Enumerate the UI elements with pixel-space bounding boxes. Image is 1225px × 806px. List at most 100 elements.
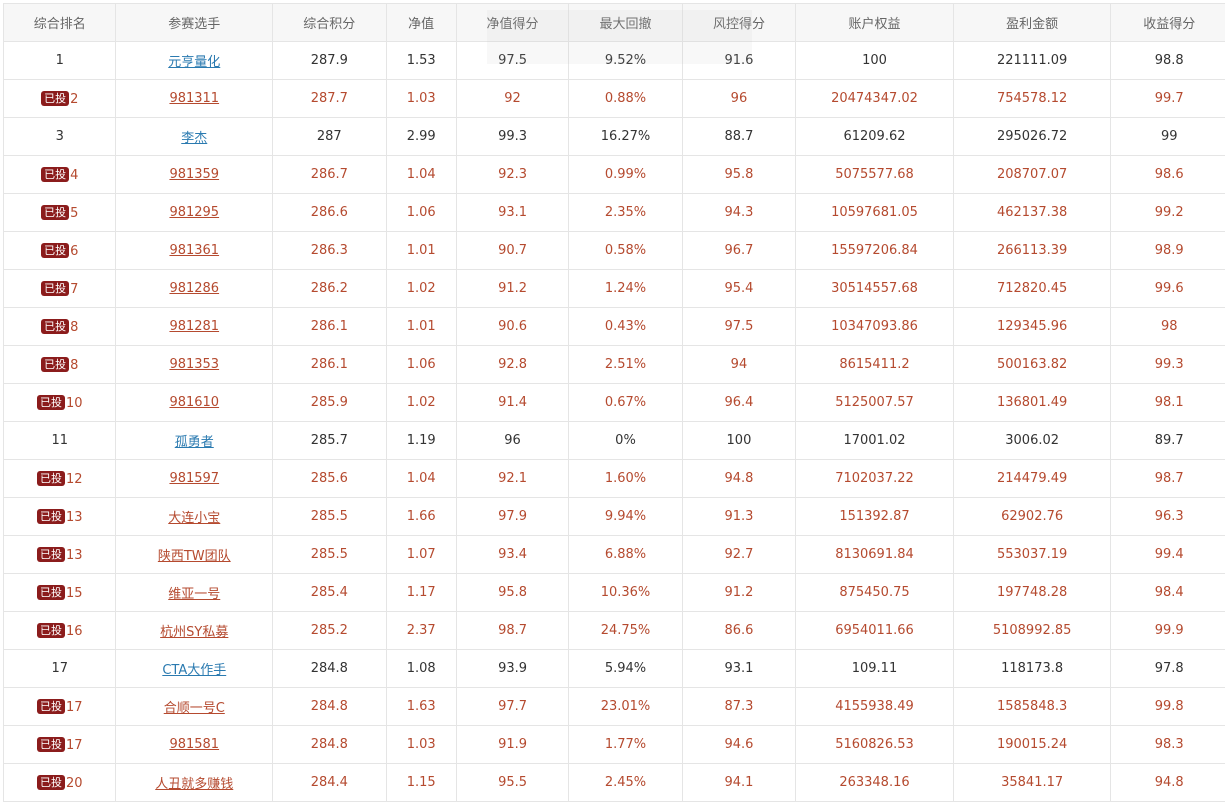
player-link[interactable]: 981361: [169, 243, 220, 258]
header-max-drawdown[interactable]: 最大回撤: [568, 3, 683, 42]
player-link[interactable]: 杭州SY私募: [160, 625, 229, 640]
return-score-cell: 99.4: [1110, 535, 1225, 574]
max-drawdown-cell: 0.43%: [568, 307, 683, 346]
player-link[interactable]: 陕西TW团队: [157, 549, 231, 564]
rank-cell: 3: [2, 117, 117, 156]
nav-cell: 1.17: [385, 573, 457, 612]
max-drawdown-cell: 23.01%: [568, 687, 683, 726]
player-link[interactable]: 孤勇者: [174, 435, 214, 450]
nav-cell: 2.99: [385, 117, 457, 156]
rank-value: 10: [65, 395, 83, 411]
risk-score-cell: 94: [681, 345, 797, 384]
profit-cell: 118173.8: [952, 649, 1112, 688]
return-score-cell: 94.8: [1110, 763, 1225, 802]
risk-score-cell: 86.6: [681, 611, 797, 650]
player-link[interactable]: CTA大作手: [162, 663, 227, 678]
nav-score-cell: 99.3: [455, 117, 570, 156]
return-score-cell: 98.8: [1110, 41, 1225, 80]
nav-score-cell: 92.8: [455, 345, 570, 384]
player-link[interactable]: 大连小宝: [168, 511, 221, 526]
equity-cell: 5160826.53: [795, 725, 954, 764]
nav-cell: 1.66: [385, 497, 457, 536]
header-return-score[interactable]: 收益得分: [1110, 3, 1225, 42]
total-score-cell: 287.7: [272, 79, 387, 118]
header-profit[interactable]: 盈利金额: [952, 3, 1112, 42]
table-row: 已投 16 杭州SY私募 285.2 2.37 98.7 24.75% 86.6 6954011…: [2, 611, 1225, 650]
header-risk-score[interactable]: 风控得分: [681, 3, 797, 42]
total-score-cell: 286.7: [272, 155, 387, 194]
player-link[interactable]: 李杰: [181, 131, 208, 146]
profit-cell: 3006.02: [952, 421, 1112, 460]
header-equity[interactable]: 账户权益: [795, 3, 954, 42]
player-link[interactable]: 981581: [169, 737, 220, 752]
equity-cell: 875450.75: [795, 573, 954, 612]
nav-score-cell: 93.1: [455, 193, 570, 232]
rank-cell: 已投 10: [2, 383, 117, 422]
profit-cell: 1585848.3: [952, 687, 1112, 726]
nav-score-cell: 97.9: [455, 497, 570, 536]
player-link[interactable]: 维亚一号: [168, 587, 221, 602]
nav-score-cell: 92: [455, 79, 570, 118]
table-row: 已投 6 981361 286.3 1.01 90.7 0.58% 96.7 15597206.…: [2, 231, 1225, 270]
rank-value: 6: [70, 243, 79, 259]
player-link[interactable]: 981311: [169, 91, 220, 106]
profit-cell: 214479.49: [952, 459, 1112, 498]
max-drawdown-cell: 24.75%: [568, 611, 683, 650]
header-total-score[interactable]: 综合积分: [272, 3, 387, 42]
equity-cell: 10347093.86: [795, 307, 954, 346]
return-score-cell: 98.4: [1110, 573, 1225, 612]
header-nav[interactable]: 净值: [385, 3, 457, 42]
player-cell: 981281: [115, 307, 274, 346]
invested-badge: 已投: [36, 736, 65, 752]
max-drawdown-cell: 2.35%: [568, 193, 683, 232]
rank-value: 17: [65, 737, 83, 753]
risk-score-cell: 91.3: [681, 497, 797, 536]
equity-cell: 15597206.84: [795, 231, 954, 270]
total-score-cell: 285.6: [272, 459, 387, 498]
invested-badge: 已投: [41, 242, 70, 258]
rank-cell: 已投 20: [2, 763, 117, 802]
table-row: 已投 17 981581 284.8 1.03 91.9 1.77% 94.6 5160826.…: [2, 725, 1225, 764]
risk-score-cell: 92.7: [681, 535, 797, 574]
risk-score-cell: 93.1: [681, 649, 797, 688]
profit-cell: 500163.82: [952, 345, 1112, 384]
rank-cell: 17: [2, 649, 117, 688]
table-row: 已投 2 981311 287.7 1.03 92 0.88% 96 20474347.02 75…: [2, 79, 1225, 118]
total-score-cell: 285.2: [272, 611, 387, 650]
header-player[interactable]: 参赛选手: [115, 3, 274, 42]
player-link[interactable]: 981353: [169, 357, 220, 372]
total-score-cell: 286.1: [272, 345, 387, 384]
return-score-cell: 98.1: [1110, 383, 1225, 422]
total-score-cell: 285.5: [272, 535, 387, 574]
risk-score-cell: 94.3: [681, 193, 797, 232]
equity-cell: 5075577.68: [795, 155, 954, 194]
risk-score-cell: 94.1: [681, 763, 797, 802]
nav-score-cell: 90.7: [455, 231, 570, 270]
table-row: 已投 17 合顺一号C 284.8 1.63 97.7 23.01% 87.3 4155938.…: [2, 687, 1225, 726]
player-link[interactable]: 981286: [169, 281, 220, 296]
player-link[interactable]: 合顺一号C: [163, 701, 225, 716]
rank-cell: 已投 17: [2, 687, 117, 726]
player-link[interactable]: 人丑就多赚钱: [155, 777, 234, 792]
header-rank[interactable]: 综合排名: [2, 3, 117, 42]
player-link[interactable]: 981597: [169, 471, 220, 486]
player-link[interactable]: 981610: [169, 395, 220, 410]
equity-cell: 6954011.66: [795, 611, 954, 650]
player-link[interactable]: 981295: [169, 205, 220, 220]
nav-score-cell: 91.9: [455, 725, 570, 764]
table-row: 已投 4 981359 286.7 1.04 92.3 0.99% 95.8 5075577.6…: [2, 155, 1225, 194]
nav-score-cell: 92.1: [455, 459, 570, 498]
player-link[interactable]: 981281: [169, 319, 220, 334]
return-score-cell: 99.8: [1110, 687, 1225, 726]
rank-cell: 已投 7: [2, 269, 117, 308]
player-link[interactable]: 981359: [169, 167, 220, 182]
player-link[interactable]: 元亨量化: [168, 55, 221, 70]
total-score-cell: 287: [272, 117, 387, 156]
rank-cell: 已投 5: [2, 193, 117, 232]
max-drawdown-cell: 0.99%: [568, 155, 683, 194]
header-nav-score[interactable]: 净值得分: [455, 3, 570, 42]
max-drawdown-cell: 0.58%: [568, 231, 683, 270]
rank-value: 8: [70, 357, 79, 373]
nav-score-cell: 91.2: [455, 269, 570, 308]
rank-value: 1: [55, 53, 64, 68]
